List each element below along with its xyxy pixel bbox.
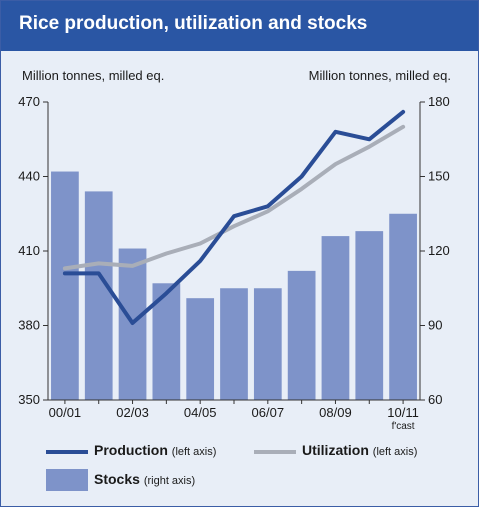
x-tick-label-06/07: 06/07 [252,405,285,420]
left-tick-label-350: 350 [18,392,40,407]
x-tick-label-04/05: 04/05 [184,405,217,420]
legend-swatch-stocks [46,469,88,491]
legend-production-suffix: (left axis) [171,446,217,458]
legend-utilization-suffix: (left axis) [372,446,418,458]
x-tick-label-08/09: 08/09 [319,405,352,420]
right-tick-label-180: 180 [428,94,450,109]
right-tick-label-150: 150 [428,169,450,184]
left-axis-title: Million tonnes, milled eq. [22,68,165,83]
line-production [62,109,406,325]
forecast-note: f'cast [392,421,415,432]
right-tick-label-90: 90 [428,318,442,333]
legend-label-stocks: Stocks (right axis) [94,471,195,487]
bar-stocks-00/01 [51,171,79,400]
x-tick-label-10/11: 10/11 [387,405,419,420]
title-bar: Rice production, utilization and stocks [1,1,478,51]
right-axis-title: Million tonnes, milled eq. [308,68,451,83]
bar-stocks-07/08 [287,270,316,400]
legend-label-utilization: Utilization (left axis) [302,442,417,458]
bar-stocks-09/10 [355,231,384,400]
left-tick-label-440: 440 [18,169,40,184]
bar-stocks-05/06 [220,288,248,400]
left-tick-label-470: 470 [18,94,40,109]
legend-label-production: Production (left axis) [94,442,216,458]
bar-stocks-10/11 [389,213,417,400]
right-tick-label-120: 120 [428,243,450,258]
line-utilization [62,124,406,271]
legend-stocks-name: Stocks [94,471,140,487]
right-tick-label-60: 60 [428,392,442,407]
legend-stocks-suffix: (right axis) [143,475,196,487]
bar-stocks-08/09 [321,236,350,400]
bar-stocks-04/05 [186,298,215,400]
legend-utilization-name: Utilization [302,442,369,458]
x-tick-label-00/01: 00/01 [49,405,82,420]
bar-stocks-06/07 [253,288,282,400]
chart-title: Rice production, utilization and stocks [19,13,368,34]
bar-stocks-01/02 [84,191,113,400]
legend-production-name: Production [94,442,168,458]
left-tick-label-410: 410 [18,243,40,258]
left-tick-label-380: 380 [18,318,40,333]
x-tick-label-02/03: 02/03 [116,405,149,420]
